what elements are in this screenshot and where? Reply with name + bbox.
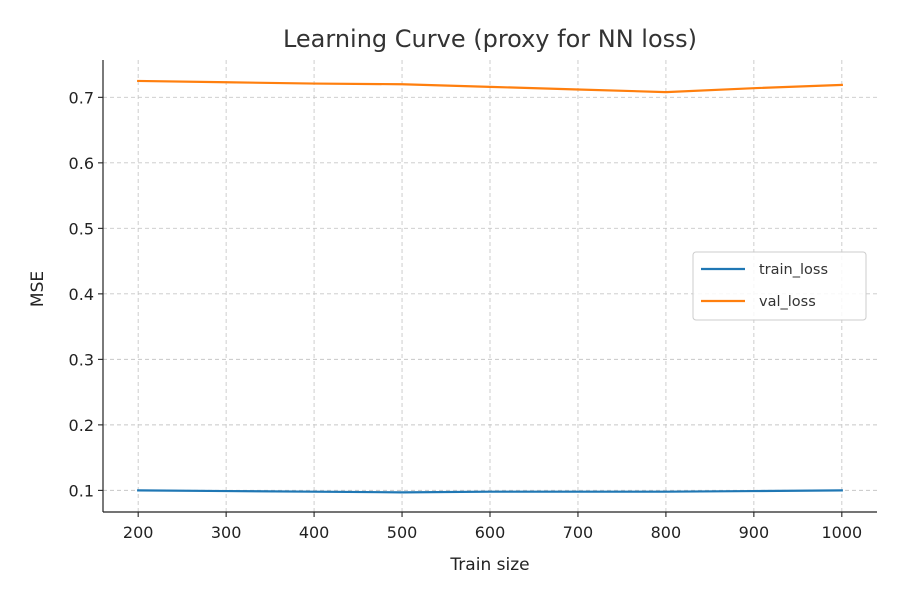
x-tick-label: 500 [387, 523, 418, 542]
y-axis-ticks: 0.1 0.2 0.3 0.4 0.5 0.6 0.7 [69, 88, 103, 500]
x-tick-label: 400 [299, 523, 330, 542]
x-tick-label: 1000 [821, 523, 862, 542]
y-tick-label: 0.7 [69, 88, 94, 107]
y-tick-label: 0.5 [69, 219, 94, 238]
x-tick-label: 600 [475, 523, 506, 542]
y-tick-label: 0.4 [69, 285, 94, 304]
y-tick-label: 0.3 [69, 350, 94, 369]
legend: train_loss val_loss [692, 251, 867, 321]
legend-label: train_loss [759, 262, 828, 278]
x-tick-label: 900 [739, 523, 770, 542]
x-axis-label: Train size [449, 555, 529, 575]
x-tick-label: 700 [563, 523, 594, 542]
x-tick-label: 800 [651, 523, 682, 542]
series-line-val-loss [137, 79, 843, 94]
series-lines [137, 79, 843, 494]
chart-title: Learning Curve (proxy for NN loss) [283, 25, 697, 53]
y-tick-label: 0.1 [69, 481, 94, 500]
legend-label: val_loss [759, 294, 816, 310]
x-tick-label: 300 [211, 523, 242, 542]
x-tick-label: 200 [123, 523, 154, 542]
y-axis-label: MSE [28, 271, 48, 307]
y-tick-label: 0.2 [69, 416, 94, 435]
series-line-train-loss [137, 489, 843, 494]
x-axis-ticks: 200 300 400 500 600 700 800 900 1000 [123, 512, 862, 542]
y-tick-label: 0.6 [69, 154, 94, 173]
